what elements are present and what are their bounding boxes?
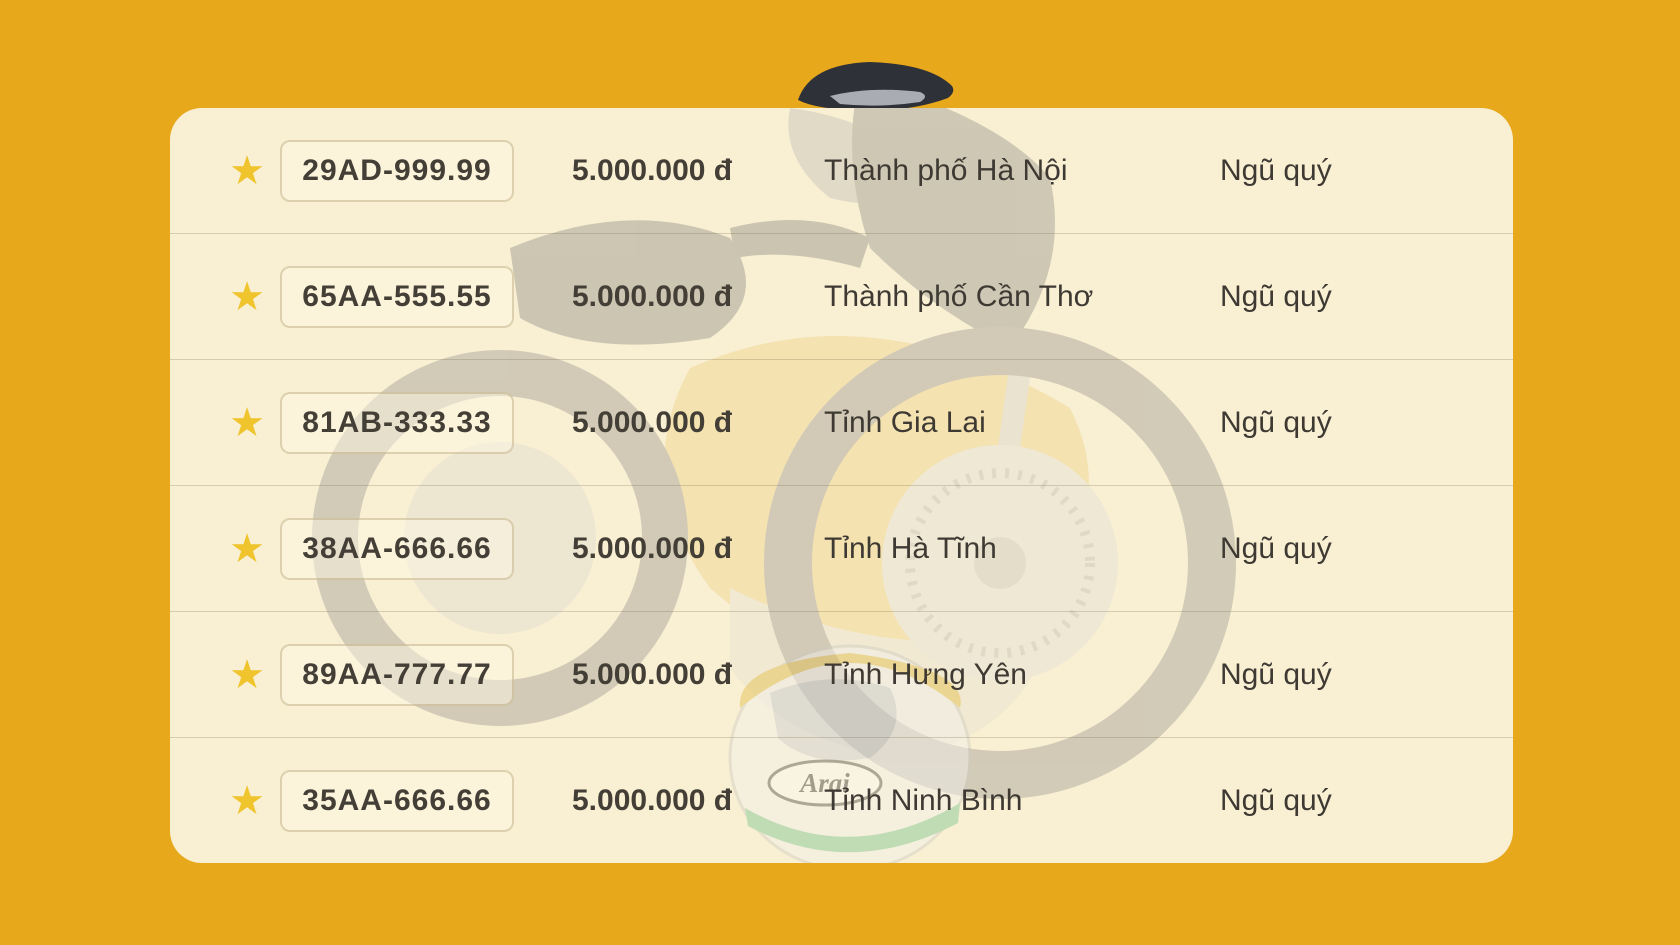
favorite-star-icon[interactable]: ★ [226,529,268,569]
table-row[interactable]: ★ 35AA-666.66 5.000.000 đ Tỉnh Ninh Bình… [170,737,1513,863]
category-text: Ngũ quý [1220,531,1332,565]
table-row[interactable]: ★ 65AA-555.55 5.000.000 đ Thành phố Cần … [170,233,1513,359]
category-text: Ngũ quý [1220,657,1332,691]
location-text: Tỉnh Hà Tĩnh [824,531,997,565]
location-text: Thành phố Cần Thơ [824,279,1094,313]
favorite-star-icon[interactable]: ★ [226,403,268,443]
price-text: 5.000.000 đ [572,279,733,313]
price-text: 5.000.000 đ [572,783,733,817]
listing-card: Arai ★ 29AD-999.99 5.000.000 đ Thành phố… [170,108,1513,863]
license-plate-badge: 81AB-333.33 [280,391,514,454]
favorite-star-icon[interactable]: ★ [226,781,268,821]
location-text: Tỉnh Ninh Bình [824,783,1023,817]
category-text: Ngũ quý [1220,783,1332,817]
table-row[interactable]: ★ 29AD-999.99 5.000.000 đ Thành phố Hà N… [170,108,1513,233]
category-text: Ngũ quý [1220,153,1332,187]
price-text: 5.000.000 đ [572,153,733,187]
table-row[interactable]: ★ 38AA-666.66 5.000.000 đ Tỉnh Hà Tĩnh N… [170,485,1513,611]
location-text: Thành phố Hà Nội [824,153,1068,187]
license-plate-badge: 65AA-555.55 [280,265,514,328]
plate-table: ★ 29AD-999.99 5.000.000 đ Thành phố Hà N… [170,108,1513,863]
table-row[interactable]: ★ 89AA-777.77 5.000.000 đ Tỉnh Hưng Yên … [170,611,1513,737]
license-plate-badge: 38AA-666.66 [280,517,514,580]
license-plate-badge: 89AA-777.77 [280,643,514,706]
motorcycle-mirror-image [798,62,954,111]
category-text: Ngũ quý [1220,405,1332,439]
category-text: Ngũ quý [1220,279,1332,313]
license-plate-badge: 29AD-999.99 [280,139,514,202]
location-text: Tỉnh Hưng Yên [824,657,1027,691]
license-plate-badge: 35AA-666.66 [280,769,514,832]
price-text: 5.000.000 đ [572,531,733,565]
location-text: Tỉnh Gia Lai [824,405,986,439]
favorite-star-icon[interactable]: ★ [226,277,268,317]
favorite-star-icon[interactable]: ★ [226,655,268,695]
favorite-star-icon[interactable]: ★ [226,151,268,191]
table-row[interactable]: ★ 81AB-333.33 5.000.000 đ Tỉnh Gia Lai N… [170,359,1513,485]
price-text: 5.000.000 đ [572,657,733,691]
price-text: 5.000.000 đ [572,405,733,439]
